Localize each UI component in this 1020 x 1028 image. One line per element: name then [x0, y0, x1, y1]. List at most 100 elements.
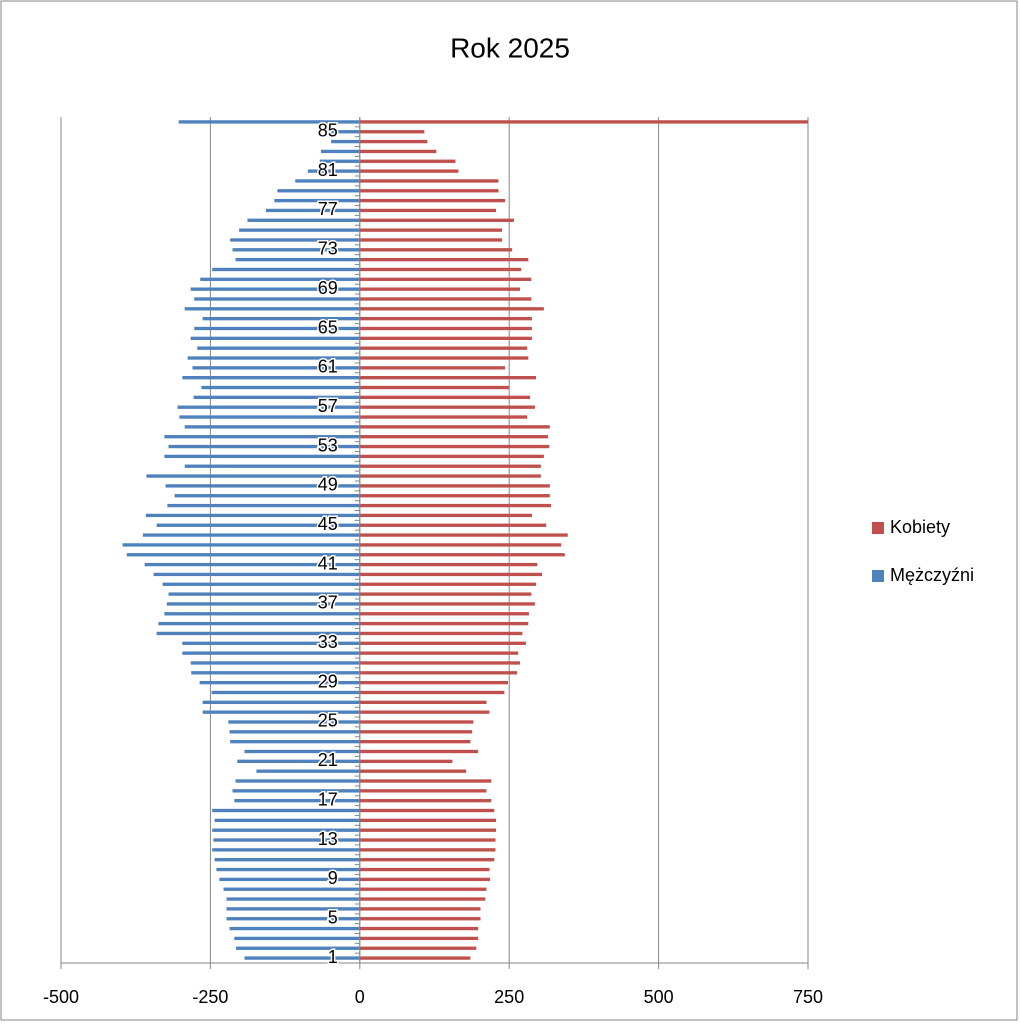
bar	[168, 592, 360, 596]
bar	[359, 877, 491, 882]
bar	[359, 444, 550, 449]
y-tick-label: 73	[318, 239, 338, 259]
bar	[190, 661, 360, 665]
y-tick-label: 41	[318, 553, 338, 573]
bar	[226, 907, 360, 911]
y-tick-label: 77	[318, 199, 338, 219]
bar	[359, 631, 523, 636]
bar	[359, 189, 499, 193]
bar	[244, 956, 360, 960]
bar	[156, 523, 360, 527]
bar	[359, 543, 562, 547]
bar	[187, 356, 360, 360]
bar	[191, 671, 360, 675]
bar	[359, 130, 425, 134]
bar	[234, 936, 360, 941]
legend-label: Kobiety	[890, 517, 950, 537]
bar	[359, 858, 495, 862]
bar	[265, 208, 360, 213]
bar	[359, 553, 565, 557]
x-tick-label: 750	[793, 987, 823, 1007]
bar	[274, 198, 360, 203]
bar	[359, 336, 532, 341]
bar	[359, 956, 471, 960]
bar	[219, 877, 360, 882]
y-tick-label: 1	[328, 947, 338, 967]
bar	[211, 690, 360, 695]
bar	[359, 503, 552, 508]
bar	[359, 425, 550, 429]
bar	[359, 415, 528, 419]
bar	[194, 326, 360, 331]
bar	[359, 120, 808, 124]
bar	[359, 730, 473, 734]
bar	[168, 444, 360, 449]
bar	[226, 897, 360, 901]
y-tick-label: 81	[318, 160, 338, 180]
bar	[307, 169, 360, 173]
bar	[359, 366, 506, 370]
bar	[359, 651, 519, 655]
bar	[190, 336, 360, 341]
bar	[359, 759, 453, 764]
y-tick-label: 57	[318, 396, 338, 416]
bar	[359, 838, 496, 842]
legend-label: Mężczyźni	[890, 565, 974, 585]
bar	[244, 749, 360, 754]
bar	[359, 139, 428, 144]
x-tick-label: 0	[355, 987, 365, 1007]
bar	[359, 769, 467, 773]
bar	[145, 513, 360, 518]
bar	[359, 592, 532, 596]
y-tick-label: 85	[318, 121, 338, 141]
bar	[232, 789, 360, 793]
bar	[359, 238, 503, 242]
y-tick-label: 29	[318, 671, 338, 691]
bar	[331, 139, 360, 144]
bar	[359, 897, 486, 901]
bar	[359, 297, 532, 301]
bar	[319, 159, 360, 163]
bar	[162, 582, 360, 586]
bar	[359, 907, 481, 911]
bar	[202, 316, 360, 321]
y-tick-label: 17	[318, 789, 338, 809]
bar	[359, 346, 528, 350]
bar	[239, 228, 360, 232]
bar	[223, 887, 360, 891]
bar	[359, 808, 495, 813]
bar	[359, 641, 526, 645]
bar	[232, 248, 360, 252]
bar	[153, 572, 360, 577]
y-tick-label: 37	[318, 593, 338, 613]
bar	[213, 838, 360, 842]
bar	[156, 631, 360, 636]
bar	[235, 779, 360, 783]
bar	[359, 572, 543, 577]
bar	[236, 946, 360, 950]
bar	[228, 720, 360, 724]
bar	[193, 395, 360, 400]
bar	[158, 621, 360, 626]
bar	[359, 198, 506, 203]
bar	[359, 454, 544, 459]
bar	[359, 169, 459, 173]
legend-swatch	[872, 570, 884, 582]
bar	[164, 454, 360, 459]
bar	[146, 474, 360, 478]
y-tick-label: 49	[318, 475, 338, 495]
bar	[359, 405, 535, 409]
bar	[359, 700, 487, 704]
bar	[359, 887, 487, 891]
bar	[202, 710, 360, 714]
bar	[359, 316, 532, 321]
bar	[359, 779, 492, 783]
bar	[229, 926, 360, 931]
y-tick-label: 25	[318, 711, 338, 731]
bar	[359, 494, 550, 498]
bar	[200, 277, 360, 281]
bar	[359, 828, 497, 832]
bar	[214, 858, 360, 862]
bar	[295, 179, 360, 183]
